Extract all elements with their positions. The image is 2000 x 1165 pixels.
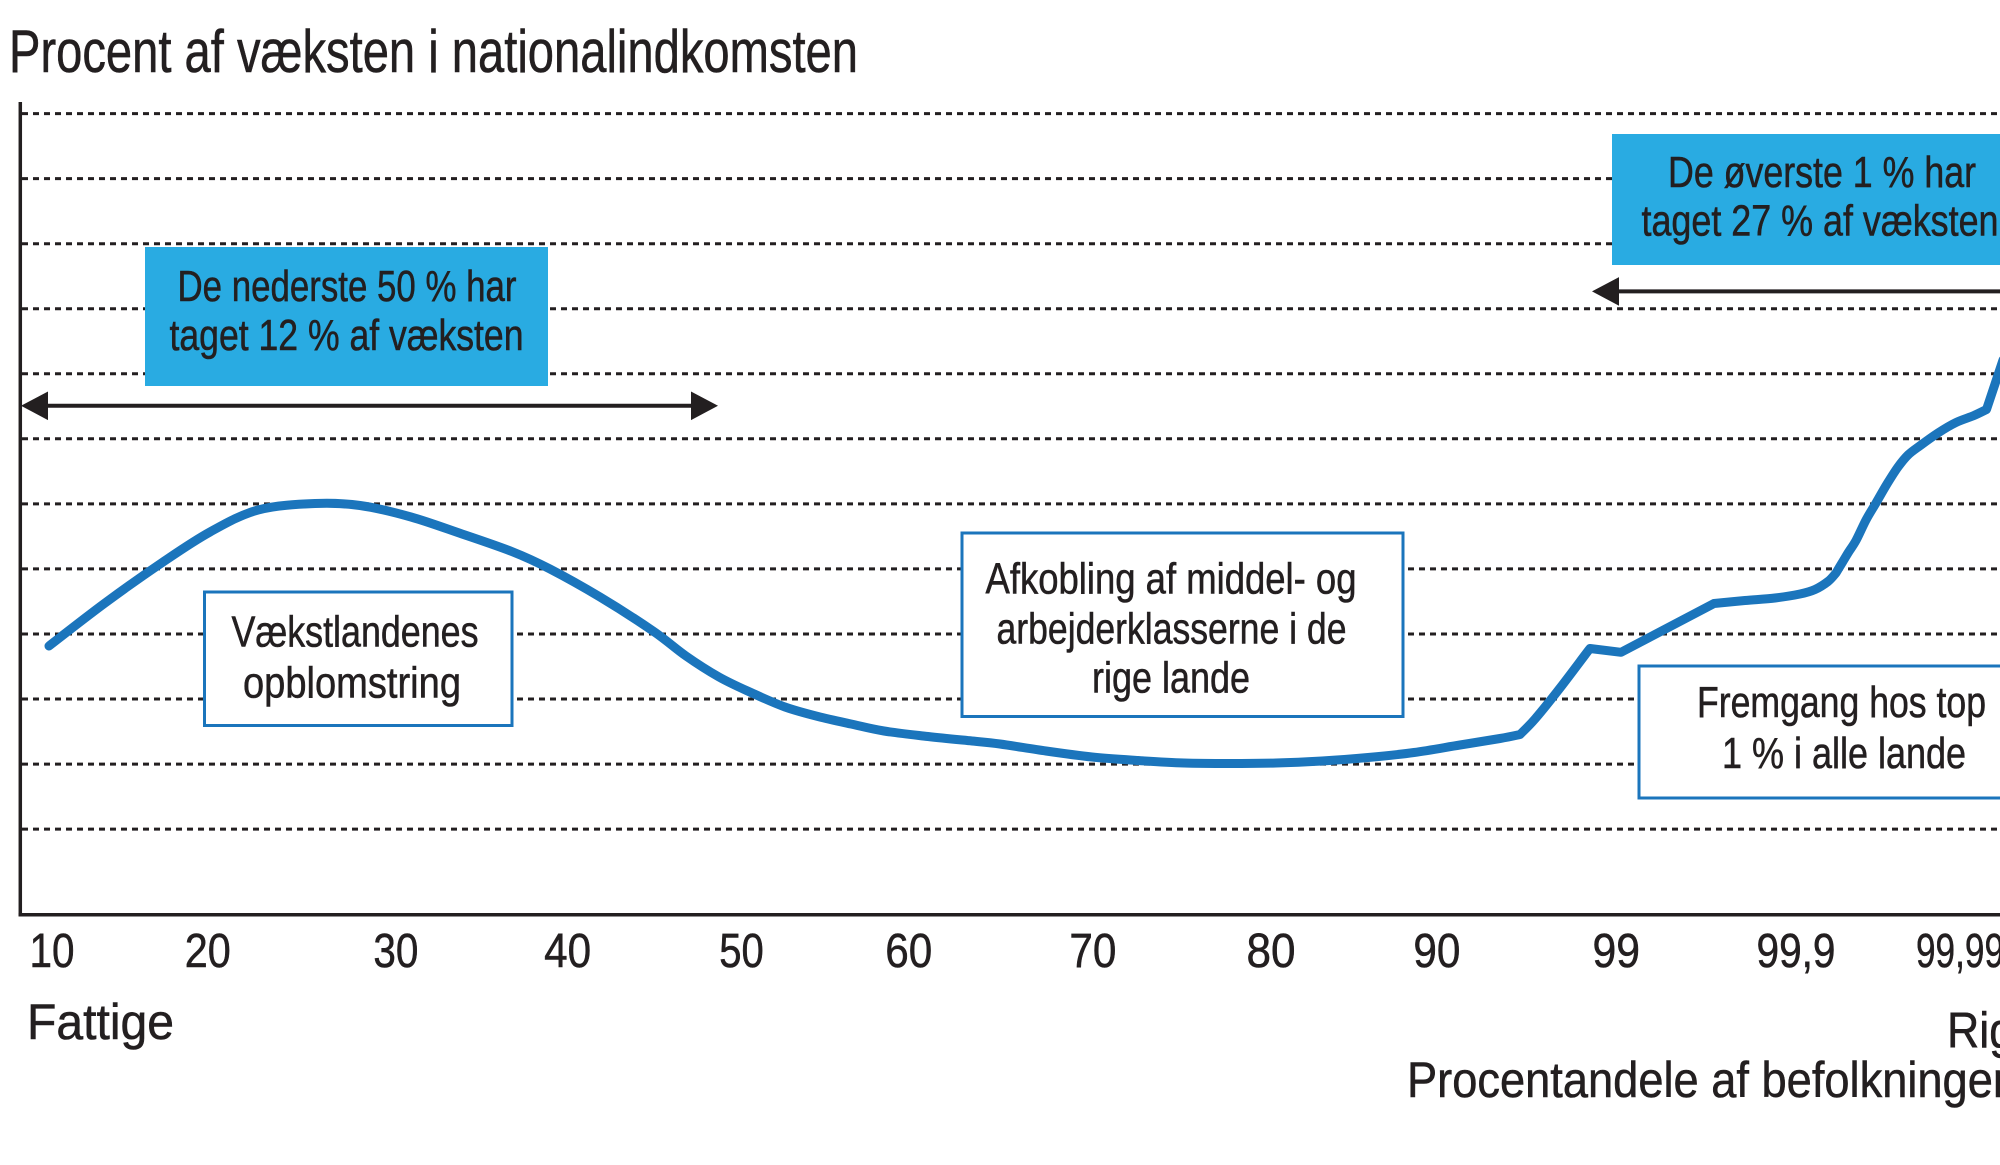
svg-text:90: 90 bbox=[1413, 925, 1460, 978]
svg-text:1 % i alle lande: 1 % i alle lande bbox=[1722, 729, 1966, 778]
svg-text:opblomstring: opblomstring bbox=[243, 658, 461, 707]
svg-text:20: 20 bbox=[185, 925, 231, 978]
svg-text:Vækstlandenes: Vækstlandenes bbox=[232, 607, 479, 656]
svg-text:99,99: 99,99 bbox=[1916, 925, 2000, 978]
svg-text:70: 70 bbox=[1069, 925, 1116, 978]
svg-text:De øverste 1 % har: De øverste 1 % har bbox=[1668, 148, 1976, 197]
svg-text:Procent af væksten i nationali: Procent af væksten i nationalindkomsten bbox=[9, 18, 858, 85]
svg-text:arbejderklasserne i de: arbejderklasserne i de bbox=[997, 605, 1347, 654]
svg-text:De nederste 50 % har: De nederste 50 % har bbox=[178, 262, 517, 311]
svg-text:Procentandele af befolkningen: Procentandele af befolkningen bbox=[1407, 1052, 2000, 1108]
svg-text:10: 10 bbox=[30, 925, 75, 978]
svg-text:99: 99 bbox=[1593, 925, 1641, 978]
svg-text:Fattige: Fattige bbox=[27, 994, 174, 1050]
svg-text:60: 60 bbox=[885, 925, 932, 978]
svg-text:99,9: 99,9 bbox=[1757, 925, 1836, 978]
svg-text:taget 27 % af væksten: taget 27 % af væksten bbox=[1642, 197, 1999, 246]
svg-text:30: 30 bbox=[373, 925, 418, 978]
svg-text:Fremgang hos top: Fremgang hos top bbox=[1697, 678, 1986, 727]
svg-text:Afkobling af middel- og: Afkobling af middel- og bbox=[986, 554, 1357, 603]
svg-text:Rige: Rige bbox=[1947, 1003, 2000, 1059]
svg-text:40: 40 bbox=[544, 925, 591, 978]
svg-text:80: 80 bbox=[1247, 925, 1296, 978]
svg-text:taget 12 % af væksten: taget 12 % af væksten bbox=[170, 311, 524, 360]
svg-text:rige lande: rige lande bbox=[1092, 654, 1250, 703]
svg-text:50: 50 bbox=[719, 925, 764, 978]
